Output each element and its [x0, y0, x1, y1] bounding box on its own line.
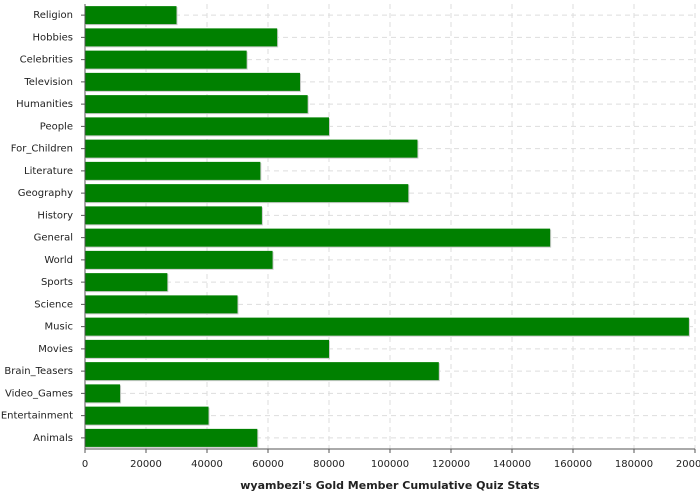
y-tick-label: Literature	[24, 166, 73, 177]
y-tick-label: World	[44, 255, 73, 266]
x-tick-label: 0	[82, 459, 88, 470]
y-tick-label: General	[34, 233, 73, 244]
bar	[85, 362, 439, 381]
y-tick-label: History	[37, 210, 73, 221]
y-tick-label: Video_Games	[5, 388, 73, 399]
x-tick-label: 140000	[493, 459, 531, 470]
bar	[85, 250, 273, 269]
x-tick-label: 40000	[191, 459, 223, 470]
y-tick-label: Hobbies	[33, 32, 73, 43]
x-tick-label: 200000	[676, 459, 700, 470]
bar	[85, 117, 329, 136]
bar	[85, 95, 308, 114]
bar	[85, 317, 689, 336]
x-tick-label: 120000	[432, 459, 470, 470]
bar	[85, 295, 238, 314]
y-tick-label: Humanities	[16, 99, 73, 110]
bar	[85, 406, 209, 425]
y-tick-label: Music	[45, 322, 73, 333]
y-tick-label: Geography	[18, 188, 73, 199]
x-axis-label: wyambezi's Gold Member Cumulative Quiz S…	[240, 479, 540, 492]
bar	[85, 184, 409, 203]
y-tick-label: Animals	[33, 433, 73, 444]
x-tick-label: 60000	[252, 459, 284, 470]
y-tick-label: Sports	[41, 277, 73, 288]
bar	[85, 6, 177, 25]
y-tick-label: Religion	[33, 10, 73, 21]
bar	[85, 273, 168, 292]
bar	[85, 161, 261, 180]
y-tick-label: Science	[34, 299, 73, 310]
x-tick-label: 160000	[554, 459, 592, 470]
x-tick-label: 100000	[371, 459, 409, 470]
bar	[85, 50, 247, 69]
y-tick-label: For_Children	[11, 144, 73, 155]
y-tick-label: Celebrities	[20, 55, 73, 66]
bar	[85, 139, 418, 158]
x-tick-label: 20000	[130, 459, 162, 470]
bar	[85, 384, 121, 403]
bar	[85, 206, 262, 225]
y-tick-label: Movies	[38, 344, 73, 355]
x-tick-label: 80000	[313, 459, 345, 470]
x-tick-label: 180000	[615, 459, 653, 470]
y-tick-label: People	[40, 121, 73, 132]
y-tick-label: Television	[23, 77, 73, 88]
bar	[85, 28, 278, 47]
y-tick-label: Entertainment	[1, 411, 73, 422]
y-tick-label: Brain_Teasers	[4, 366, 73, 377]
bar	[85, 228, 551, 247]
bar	[85, 428, 258, 447]
bar	[85, 339, 329, 358]
bar	[85, 72, 301, 91]
